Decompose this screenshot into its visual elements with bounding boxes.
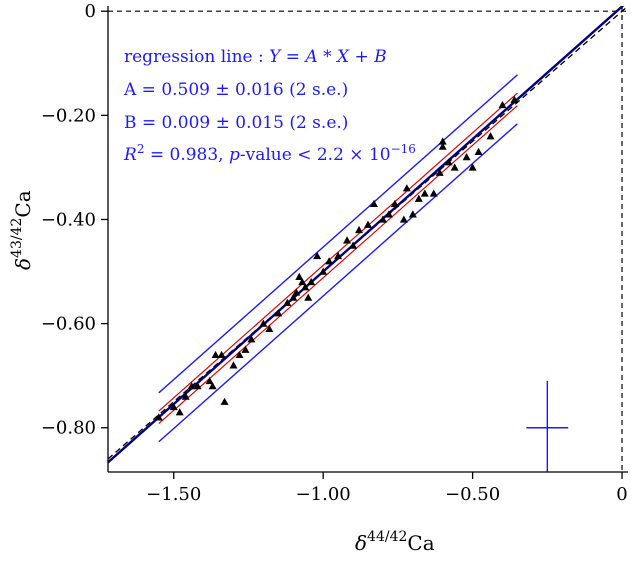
data-point [241, 345, 250, 353]
y-tick-label: −0.20 [41, 105, 96, 126]
data-point [301, 283, 310, 291]
regression-annotation: regression line : Y = A * X + B A = 0.50… [123, 47, 416, 165]
x-axis-label-tail: Ca [407, 531, 434, 555]
data-point [229, 361, 238, 369]
data-point [211, 350, 220, 359]
data-point [193, 382, 202, 390]
data-point [402, 184, 411, 192]
y-axis-label-base: δ [11, 258, 35, 270]
x-axis-label: δ44/42Ca [355, 529, 435, 555]
y-tick-label: −0.40 [41, 209, 96, 230]
data-point [364, 220, 372, 228]
data-point [369, 199, 378, 208]
x-tick-label: −1.00 [296, 484, 351, 505]
tick-group: −1.50 −1.00 −0.50 0 0 −0.20 −0.40 −0.60 −0.80 [41, 1, 628, 505]
plot-area [108, 6, 628, 472]
x-axis-label-base: δ [355, 531, 367, 555]
confidence-band-lower [158, 105, 518, 425]
data-point [274, 309, 283, 317]
data-point [399, 215, 408, 223]
y-axis-label: δ43/42Ca [9, 190, 35, 270]
data-point [390, 199, 399, 208]
data-point [438, 137, 447, 145]
data-point [283, 298, 292, 306]
data-point [429, 189, 438, 197]
data-point [205, 376, 214, 385]
annotation-line-1: regression line : Y = A * X + B [124, 47, 387, 67]
data-point [313, 251, 322, 260]
y-tick-label: 0 [85, 1, 96, 22]
data-point [235, 350, 244, 359]
data-point [349, 241, 358, 249]
data-point [414, 194, 423, 202]
data-point [343, 236, 352, 244]
x-tick-label: −1.50 [146, 484, 201, 505]
data-point [435, 168, 444, 176]
axes [107, 6, 628, 473]
data-point [175, 408, 184, 416]
data-point [319, 267, 328, 275]
data-point [498, 100, 507, 109]
annotation-line-3: B = 0.009 ± 0.015 (2 s.e.) [124, 113, 348, 133]
data-point [295, 272, 304, 280]
data-point [265, 324, 274, 333]
annotation-line-4: R2 = 0.983, p-value < 2.2 × 10−16 [123, 142, 416, 165]
annotation-line-2: A = 0.509 ± 0.016 (2 s.e.) [123, 80, 348, 100]
data-point [450, 163, 459, 171]
data-point [384, 210, 393, 218]
x-tick-label: −0.50 [445, 484, 500, 505]
data-point [187, 382, 196, 390]
data-point [181, 392, 190, 400]
data-point [408, 210, 417, 218]
data-point [154, 413, 163, 421]
data-point [444, 158, 453, 166]
data-point [307, 277, 316, 286]
data-point [292, 288, 301, 296]
data-point [510, 95, 519, 103]
data-point [378, 215, 387, 223]
x-tick-label: 0 [616, 484, 627, 505]
data-point [474, 147, 483, 155]
x-axis-label-sup: 44/42 [367, 529, 407, 545]
y-axis-label-sup: 43/42 [9, 218, 25, 258]
prediction-band-upper [158, 74, 518, 394]
data-point [462, 152, 471, 161]
data-point [355, 225, 364, 234]
prediction-band-lower [158, 123, 518, 443]
data-point [438, 142, 447, 150]
data-point [220, 397, 229, 405]
y-tick-label: −0.80 [41, 418, 96, 439]
data-point [420, 189, 429, 197]
regression-line [108, 6, 625, 464]
y-tick-label: −0.60 [41, 314, 96, 335]
data-point [289, 293, 298, 301]
data-point [298, 277, 307, 286]
data-point [334, 251, 343, 260]
data-point [486, 132, 495, 140]
data-point [217, 350, 226, 359]
data-point [304, 293, 313, 301]
data-point [325, 257, 334, 265]
data-point [208, 382, 217, 390]
data-point [169, 402, 178, 411]
y-axis-label-tail: Ca [11, 190, 35, 217]
data-point [468, 163, 477, 171]
data-point [247, 335, 256, 343]
data-point [259, 319, 268, 327]
